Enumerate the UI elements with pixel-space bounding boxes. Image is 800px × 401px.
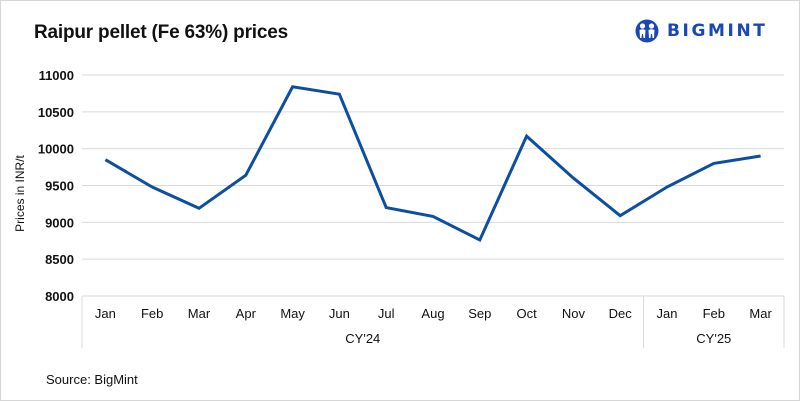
x-group-label: CY'24 [345, 331, 380, 346]
x-tick-label: Jan [657, 306, 678, 321]
x-tick-label: Mar [188, 306, 211, 321]
x-tick-label: May [280, 306, 305, 321]
chart-title: Raipur pellet (Fe 63%) prices [34, 22, 288, 43]
y-tick-label: 10500 [38, 105, 74, 120]
x-tick-label: Feb [141, 306, 163, 321]
x-tick-label: Jun [329, 306, 350, 321]
y-tick-label: 9500 [45, 179, 74, 194]
x-tick-label: Oct [516, 306, 537, 321]
x-tick-label: Feb [703, 306, 725, 321]
x-group-label: CY'25 [696, 331, 731, 346]
x-tick-label: Aug [421, 306, 444, 321]
y-tick-label: 11000 [39, 68, 74, 83]
source-note: Source: BigMint [46, 372, 138, 387]
x-tick-label: Dec [609, 306, 633, 321]
x-tick-label: Jul [378, 306, 395, 321]
y-tick-label: 9000 [45, 215, 74, 230]
x-tick-label: Jan [95, 306, 116, 321]
bigmint-people-icon [635, 19, 659, 43]
x-tick-label: Mar [749, 306, 772, 321]
x-tick-label: Apr [236, 306, 257, 321]
y-tick-label: 10000 [38, 142, 74, 157]
y-tick-label: 8000 [45, 289, 74, 304]
price-line [104, 85, 761, 243]
logo-text: BIGMINT [667, 21, 768, 41]
x-tick-label: Nov [562, 306, 586, 321]
y-axis-label: Prices in INR/t [13, 154, 27, 231]
bigmint-logo: BIGMINT [634, 19, 768, 43]
y-tick-label: 8500 [45, 252, 74, 267]
x-tick-label: Sep [468, 306, 491, 321]
